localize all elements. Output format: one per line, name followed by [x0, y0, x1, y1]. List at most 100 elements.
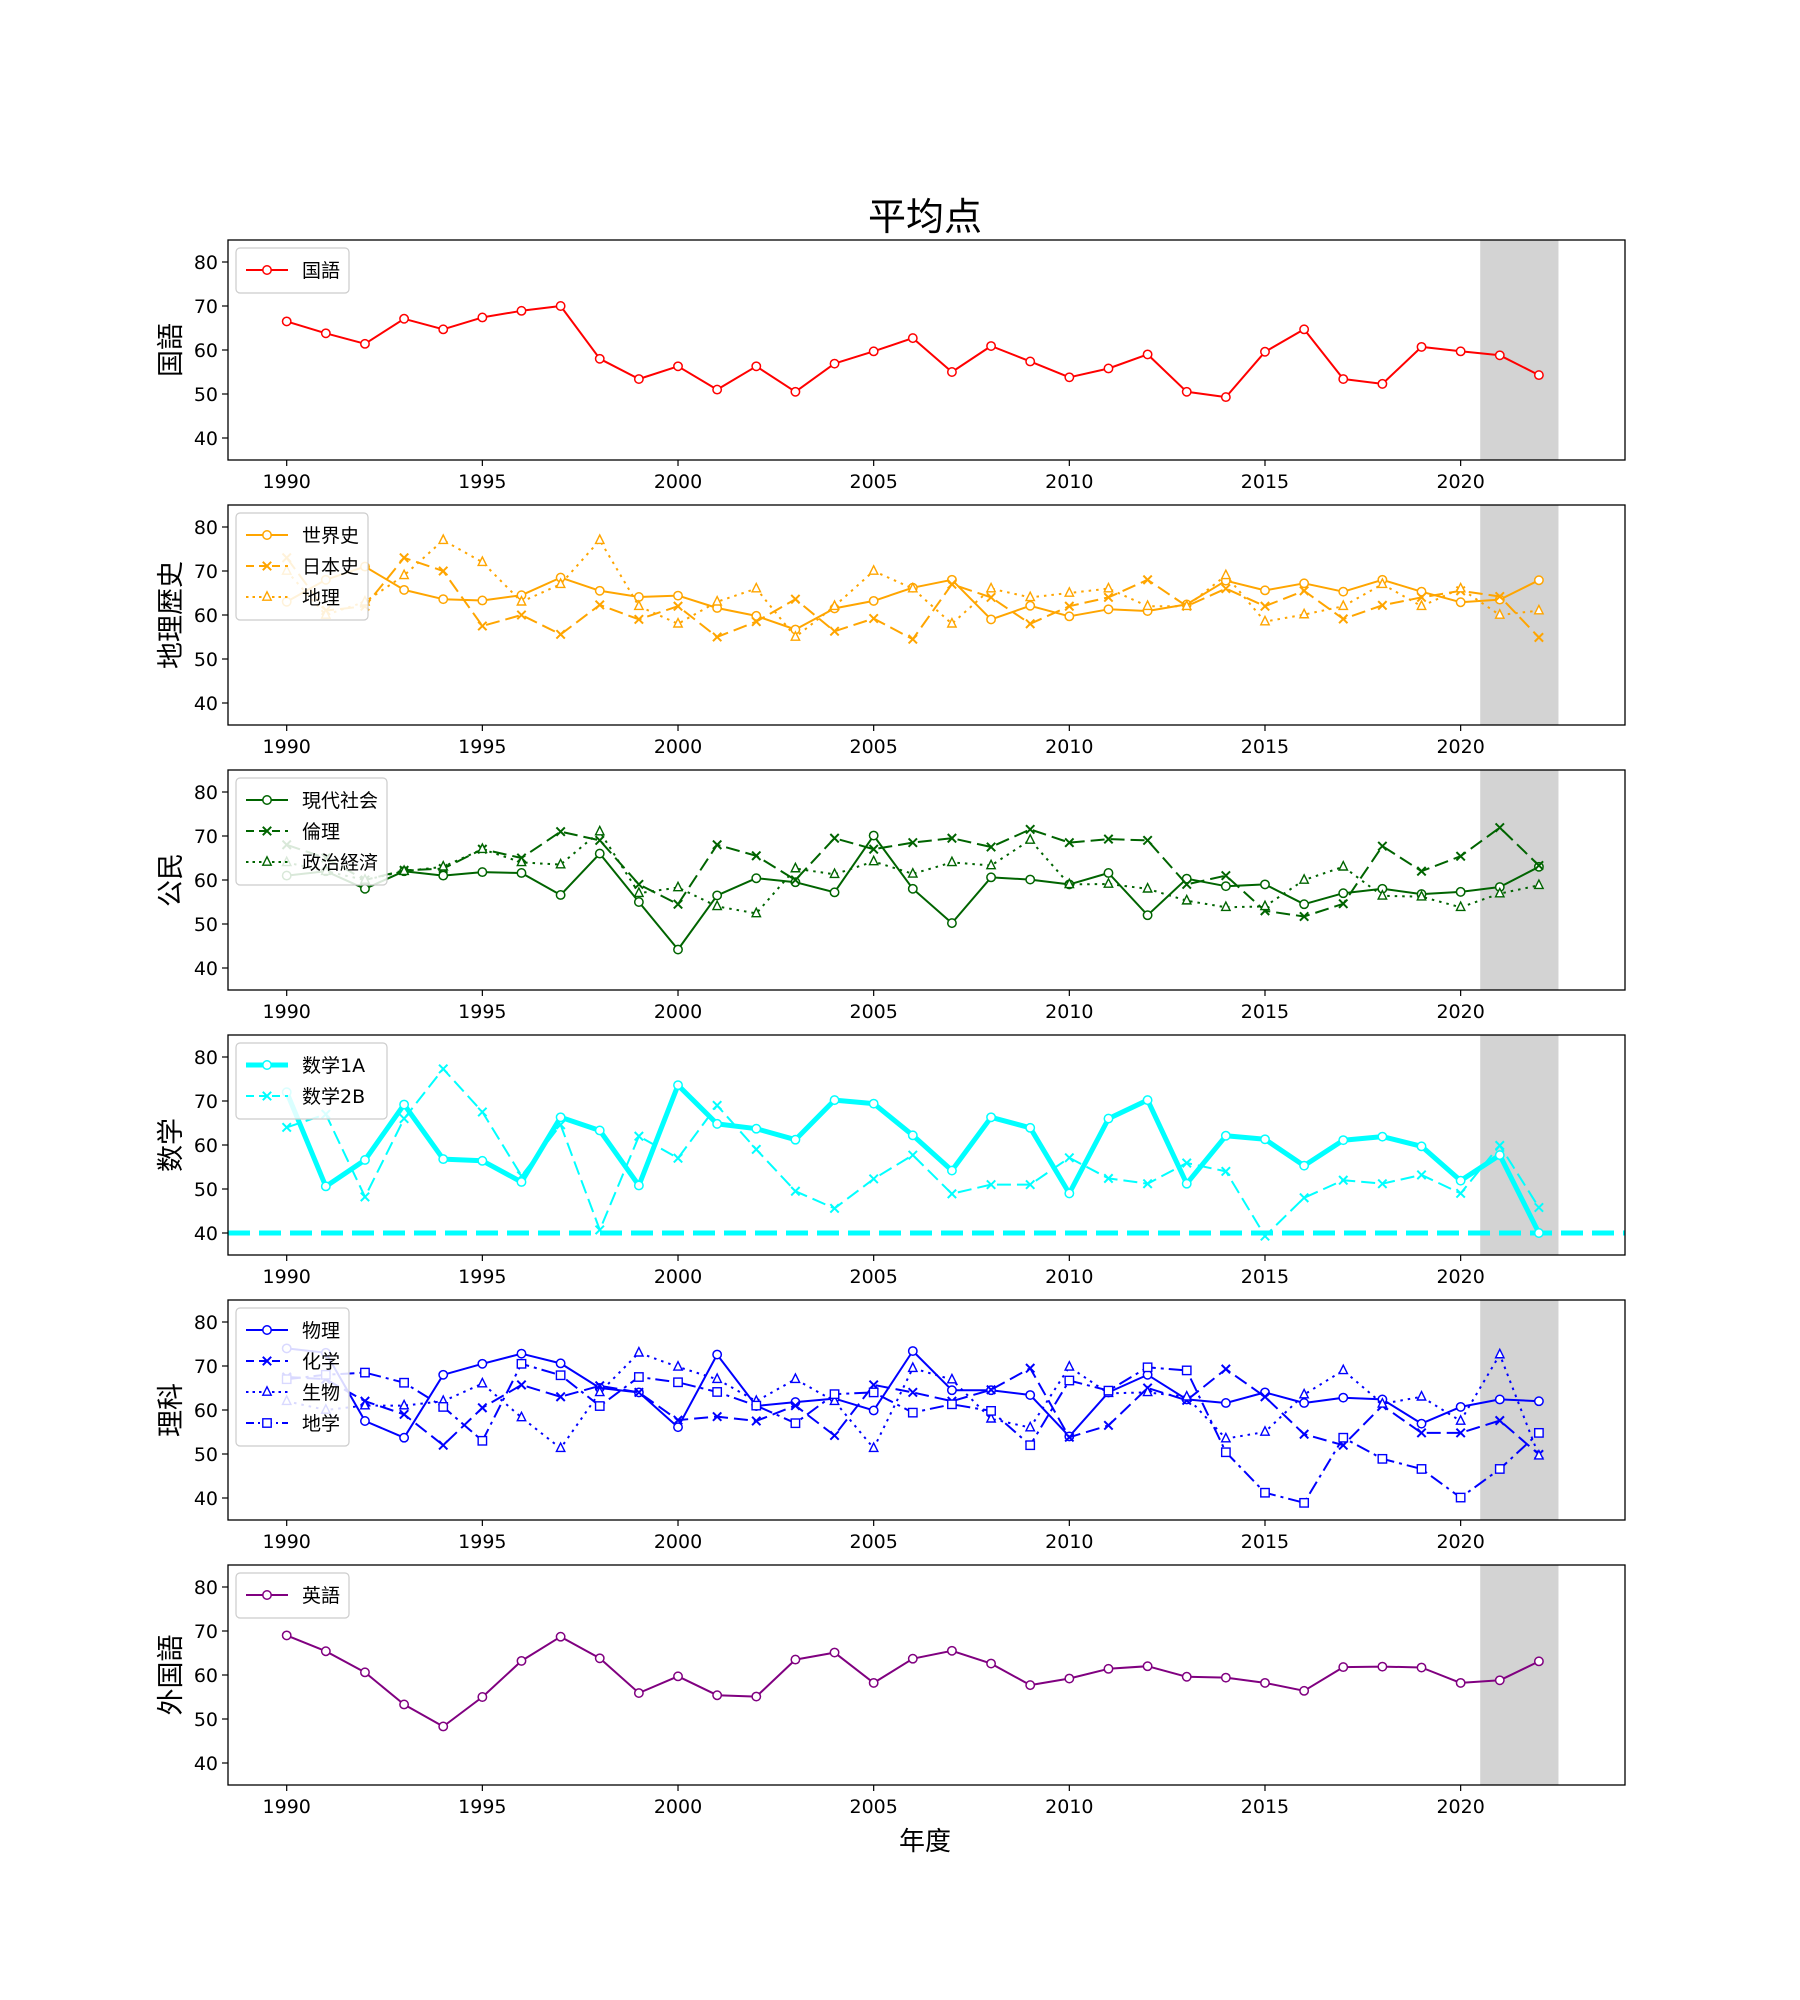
legend-marker: [262, 1091, 272, 1101]
data-point: [438, 1402, 449, 1412]
data-point: [1377, 577, 1388, 589]
data-point: [1181, 1671, 1192, 1682]
data-point: [790, 1654, 801, 1665]
data-point: [1025, 1122, 1036, 1133]
legend-label: 化学: [302, 1351, 340, 1373]
series-line: [286, 1634, 1540, 1728]
data-point: [1337, 599, 1349, 611]
data-point: [985, 1412, 997, 1423]
data-point: [1299, 1160, 1310, 1171]
data-point: [281, 316, 292, 327]
legend-label: 倫理: [302, 821, 340, 843]
data-point: [1494, 1415, 1505, 1426]
data-point: [516, 1177, 527, 1187]
legend-label: 英語: [302, 1585, 340, 1607]
data-point: [1337, 1363, 1349, 1375]
y-tick-label: 60: [194, 1135, 218, 1157]
data-point: [1455, 1427, 1466, 1438]
legend-frame: [235, 1042, 388, 1120]
x-tick-label: 2010: [1045, 1531, 1093, 1553]
data-point: [320, 1181, 331, 1192]
data-point: [1494, 591, 1505, 602]
data-point: [1377, 600, 1388, 611]
data-point: [1494, 822, 1505, 833]
data-point: [360, 883, 370, 894]
data-point: [1220, 1364, 1231, 1374]
data-point: [712, 839, 723, 850]
data-point: [712, 1100, 723, 1111]
data-point: [594, 1125, 605, 1136]
data-point: [868, 1441, 880, 1453]
data-point: [1220, 568, 1232, 580]
data-point: [712, 890, 723, 901]
data-point: [1103, 1173, 1114, 1184]
y-tick-label: 80: [194, 1577, 218, 1599]
data-point: [868, 1387, 879, 1398]
x-tick-label: 2000: [654, 471, 702, 493]
data-point: [1064, 1432, 1075, 1443]
data-point: [751, 1144, 762, 1155]
data-point: [986, 842, 996, 852]
x-tick-label: 2010: [1045, 471, 1093, 493]
series-line: [285, 556, 1540, 641]
data-point: [555, 857, 566, 869]
data-point: [1064, 601, 1075, 612]
data-point: [555, 1631, 566, 1642]
y-axis-label: 国語: [156, 323, 187, 377]
data-point: [790, 877, 801, 888]
data-point: [1220, 1166, 1231, 1177]
data-point: [907, 333, 918, 344]
data-point: [829, 1095, 840, 1106]
subplot-5: 40 50 60 70 80 1990 1995 2000 2005 2010 2015 2020 理科…: [156, 1299, 1626, 1553]
data-point: [1103, 834, 1114, 844]
data-point: [1064, 611, 1075, 622]
data-point: [477, 555, 488, 567]
legend-item: 物理: [246, 1320, 340, 1342]
series-国語: [281, 301, 1544, 403]
data-point: [1064, 372, 1075, 383]
data-point: [1416, 599, 1427, 611]
data-point: [1260, 1391, 1270, 1402]
y-tick-label: 70: [194, 826, 218, 848]
data-point: [1299, 1398, 1310, 1408]
data-point: [633, 614, 644, 625]
data-point: [1025, 1440, 1036, 1451]
data-point: [281, 1630, 292, 1641]
data-point: [946, 1165, 957, 1176]
data-point: [751, 873, 762, 884]
legend-label: 地学: [302, 1413, 340, 1435]
data-point: [399, 1377, 409, 1388]
data-point: [555, 890, 566, 900]
legend-marker: [262, 795, 272, 805]
legend-marker: [262, 826, 272, 836]
data-point: [1494, 886, 1506, 898]
data-point: [555, 1391, 566, 1402]
data-point: [868, 844, 879, 855]
data-point: [986, 1405, 996, 1416]
data-point: [1260, 879, 1270, 890]
data-point: [868, 564, 880, 575]
legend-label: 国語: [302, 260, 340, 282]
series-数学2B: [281, 1063, 1544, 1241]
data-point: [1299, 324, 1310, 335]
data-point: [712, 1349, 723, 1360]
data-point: [1298, 873, 1310, 884]
data-point: [907, 837, 918, 848]
data-point: [1181, 1178, 1192, 1189]
data-point: [1377, 1661, 1388, 1672]
data-point: [1103, 604, 1114, 615]
data-point: [1416, 592, 1427, 603]
x-tick-label: 1995: [458, 471, 506, 493]
series-line: [285, 539, 1540, 638]
data-point: [711, 595, 723, 606]
x-tick-label: 2005: [849, 1796, 897, 1818]
data-point: [1299, 585, 1310, 596]
data-point: [1338, 614, 1349, 624]
data-point: [1377, 1453, 1388, 1464]
series-line: [286, 1367, 1540, 1456]
data-point: [594, 585, 605, 596]
legend-item: 地学: [246, 1413, 340, 1435]
x-tick-label: 2015: [1241, 736, 1289, 758]
data-point: [1025, 356, 1036, 367]
x-tick-label: 1990: [263, 1001, 311, 1023]
